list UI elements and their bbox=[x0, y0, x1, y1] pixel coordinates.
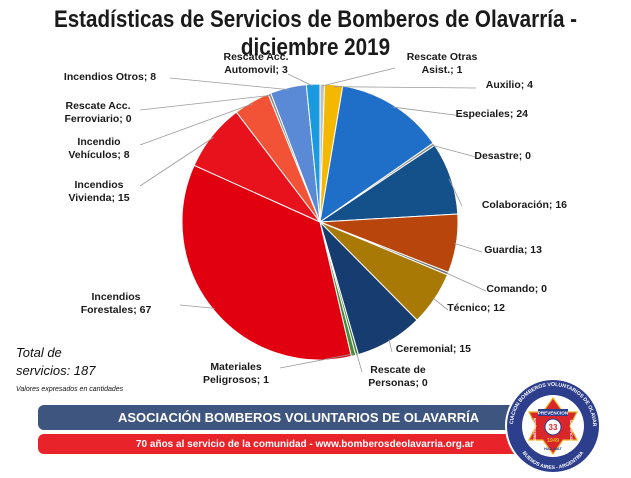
data-label-desastre: Desastre; 0 bbox=[474, 150, 531, 162]
leader-line bbox=[445, 272, 487, 292]
logo-left-band-text: ABNEGACION bbox=[533, 417, 537, 442]
leader-line bbox=[356, 352, 363, 373]
leader-line bbox=[287, 73, 314, 87]
data-label-ceremonial: Ceremonial; 15 bbox=[396, 343, 471, 355]
data-label-materiales-peligrosos: Materiales Peligrosos; 1 bbox=[203, 361, 269, 386]
total-line-2: servicios: 187 bbox=[16, 363, 96, 378]
leader-line bbox=[454, 242, 483, 253]
data-label-incendio-veh-culos: Incendio Vehículos; 8 bbox=[68, 136, 129, 161]
logo-right-band-text: SACRIFICIO bbox=[569, 420, 573, 441]
total-line-1: Total de bbox=[16, 345, 62, 360]
leader-line bbox=[432, 144, 477, 158]
logo-top-band bbox=[538, 409, 568, 416]
data-label-rescate-acc-automovil: Rescate Acc. Automovil; 3 bbox=[224, 51, 289, 76]
data-label-auxilio: Auxilio; 4 bbox=[486, 79, 533, 91]
data-label-rescate-otras-asist-: Rescate Otras Asist.; 1 bbox=[407, 51, 478, 76]
data-label-colaboraci-n: Colaboración; 16 bbox=[482, 199, 567, 211]
logo-bottom-band-text: HAZ-MAT bbox=[544, 446, 562, 451]
leader-line bbox=[388, 339, 393, 353]
association-banner: ASOCIACIÓN BOMBEROS VOLUNTARIOS DE OLAVA… bbox=[38, 405, 558, 430]
pie-slice-incendios-forestales bbox=[181, 164, 352, 361]
data-label-especiales: Especiales; 24 bbox=[456, 108, 529, 120]
leader-line bbox=[432, 297, 449, 311]
leader-line bbox=[279, 353, 354, 369]
association-logo: ASOCIACION BOMBEROS VOLUNTARIOS DE OLAVA… bbox=[500, 376, 601, 474]
leader-line bbox=[333, 86, 477, 89]
tagline-banner: 70 años al servicio de la comunidad - ww… bbox=[38, 434, 558, 454]
data-label-incendios-forestales: Incendios Forestales; 67 bbox=[81, 291, 152, 316]
leader-line bbox=[448, 178, 463, 207]
leader-line bbox=[169, 77, 289, 91]
data-label-incendios-otros: Incendios Otros; 8 bbox=[64, 71, 156, 83]
units-note: Valores expresados en cantidades bbox=[16, 386, 124, 393]
data-label-incendios-vivienda: Incendios Vivienda; 15 bbox=[68, 179, 129, 204]
tagline-text: 70 años al servicio de la comunidad - ww… bbox=[136, 438, 475, 450]
logo-center-number: 33 bbox=[549, 423, 558, 432]
data-label-rescate-de-personas: Rescate de Personas; 0 bbox=[368, 364, 428, 389]
chart-title: Estadísticas de Servicios de Bomberos de… bbox=[53, 6, 578, 61]
pie-slice-rescate-acc-automovil bbox=[305, 83, 321, 223]
total-services: Total de servicios: 187 bbox=[16, 344, 136, 380]
logo-year: 1949 bbox=[547, 438, 559, 444]
data-label-t-cnico: Técnico; 12 bbox=[447, 302, 505, 314]
logo-center-medallion bbox=[544, 418, 562, 436]
leader-line bbox=[139, 95, 271, 111]
logo-top-band-text: PREVENCION bbox=[538, 411, 569, 416]
leader-line bbox=[179, 304, 216, 309]
leader-line bbox=[139, 137, 214, 187]
data-label-comando: Comando; 0 bbox=[486, 283, 547, 295]
association-name: ASOCIACIÓN BOMBEROS VOLUNTARIOS DE OLAVA… bbox=[118, 410, 480, 425]
leader-line bbox=[392, 106, 471, 118]
data-label-rescate-acc-ferroviario: Rescate Acc. Ferroviario; 0 bbox=[64, 100, 131, 125]
data-label-guardia: Guardia; 13 bbox=[484, 244, 542, 256]
leader-line bbox=[322, 67, 396, 87]
leader-line bbox=[139, 103, 253, 146]
